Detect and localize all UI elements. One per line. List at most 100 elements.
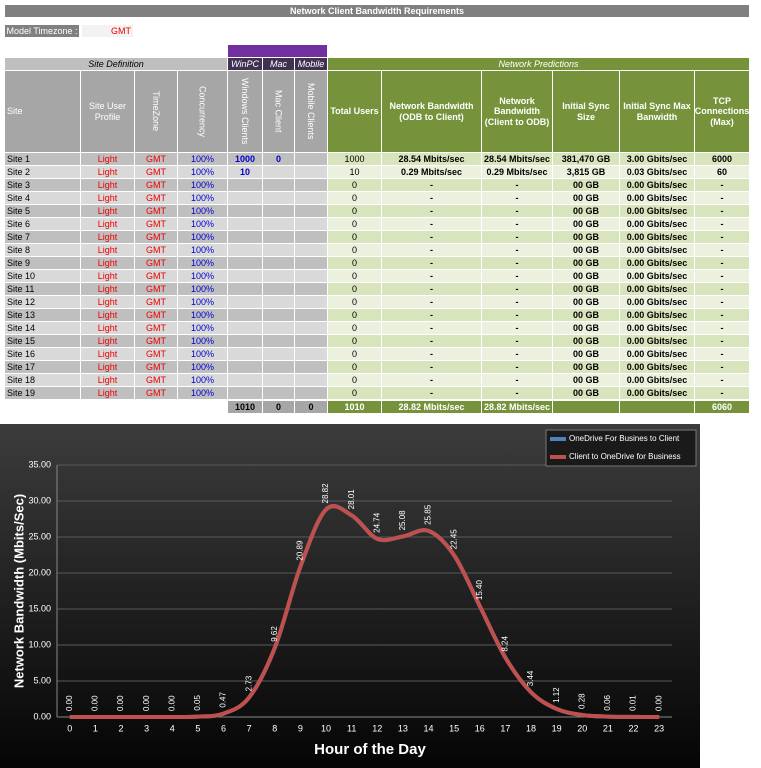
table-cell: 00 GB [553, 231, 620, 244]
table-cell: Site 17 [5, 361, 81, 374]
table-cell: - [482, 374, 553, 387]
table-cell: - [695, 205, 750, 218]
table-cell: 00 GB [553, 374, 620, 387]
total-cell [135, 401, 178, 414]
table-cell: - [482, 387, 553, 400]
table-cell: 100% [178, 257, 228, 270]
table-cell: 0 [328, 335, 382, 348]
table-cell [295, 166, 328, 179]
table-cell: GMT [135, 192, 178, 205]
data-label: 3.44 [526, 670, 535, 686]
table-cell: Site 5 [5, 205, 81, 218]
table-cell: - [482, 348, 553, 361]
table-cell [295, 361, 328, 374]
x-tick-label: 17 [500, 723, 510, 733]
table-cell: GMT [135, 257, 178, 270]
column-header: Network Bandwidth (Client to ODB) [482, 71, 553, 153]
data-label: 28.82 [321, 483, 330, 504]
data-label: 25.08 [398, 510, 407, 531]
table-cell: 100% [178, 218, 228, 231]
table-cell [295, 205, 328, 218]
x-tick-label: 7 [247, 723, 252, 733]
table-cell: 0 [328, 192, 382, 205]
table-cell: - [382, 296, 482, 309]
table-cell: Site 15 [5, 335, 81, 348]
table-cell: Site 2 [5, 166, 81, 179]
table-cell: GMT [135, 387, 178, 400]
data-label: 15.40 [475, 580, 484, 601]
column-header: TimeZone [135, 71, 178, 153]
table-cell: - [695, 244, 750, 257]
table-cell: GMT [135, 179, 178, 192]
table-cell: - [695, 374, 750, 387]
table-cell [228, 244, 263, 257]
table-cell: 0.00 Gbits/sec [620, 283, 695, 296]
table-cell: 0.00 Gbits/sec [620, 257, 695, 270]
table-cell: Light [81, 387, 135, 400]
table-cell: 00 GB [553, 257, 620, 270]
table-cell: - [382, 244, 482, 257]
table-cell [263, 348, 295, 361]
table-cell: 100% [178, 205, 228, 218]
table-cell: Light [81, 322, 135, 335]
table-cell: - [482, 205, 553, 218]
table-cell: 3.00 Gbits/sec [620, 153, 695, 166]
table-cell: 00 GB [553, 387, 620, 400]
table-cell [263, 231, 295, 244]
table-cell: 100% [178, 374, 228, 387]
table-cell: 28.54 Mbits/sec [482, 153, 553, 166]
table-cell [295, 387, 328, 400]
table-cell [263, 257, 295, 270]
table-cell [263, 205, 295, 218]
table-cell: 0.00 Gbits/sec [620, 296, 695, 309]
table-cell: 6000 [695, 153, 750, 166]
group-header: Mobile [295, 58, 328, 71]
table-cell [295, 283, 328, 296]
x-axis-title: Hour of the Day [314, 741, 426, 758]
data-label: 0.00 [91, 695, 100, 711]
data-label: 0.28 [577, 693, 586, 709]
table-cell: Site 7 [5, 231, 81, 244]
table-cell [295, 153, 328, 166]
table-cell [228, 361, 263, 374]
data-label: 24.74 [372, 512, 381, 533]
table-cell: - [695, 257, 750, 270]
total-cell [178, 401, 228, 414]
table-cell [228, 257, 263, 270]
table-cell: Site 9 [5, 257, 81, 270]
table-cell [263, 270, 295, 283]
timezone-value[interactable]: GMT [82, 25, 134, 38]
legend-box [545, 429, 697, 467]
table-cell: - [695, 387, 750, 400]
table-cell: Light [81, 270, 135, 283]
table-cell: 00 GB [553, 361, 620, 374]
data-label: 1.12 [552, 687, 561, 703]
table-cell: 0 [328, 296, 382, 309]
total-cell [553, 401, 620, 414]
table-cell [295, 218, 328, 231]
table-cell: 100% [178, 244, 228, 257]
table-cell [295, 309, 328, 322]
table-cell: 0 [328, 322, 382, 335]
table-cell: 0.29 Mbits/sec [382, 166, 482, 179]
data-label: 2.73 [244, 675, 253, 691]
table-cell [263, 335, 295, 348]
table-cell: GMT [135, 309, 178, 322]
x-tick-label: 6 [221, 723, 226, 733]
total-cell: 6060 [695, 401, 750, 414]
table-cell: - [482, 257, 553, 270]
table-cell: 0.00 Gbits/sec [620, 231, 695, 244]
table-cell: 0 [328, 205, 382, 218]
table-cell: - [482, 309, 553, 322]
table-cell: 0.00 Gbits/sec [620, 270, 695, 283]
table-cell: 100% [178, 322, 228, 335]
table-cell [295, 257, 328, 270]
total-cell [5, 401, 81, 414]
table-cell [228, 309, 263, 322]
table-cell: - [482, 231, 553, 244]
table-cell: 0.00 Gbits/sec [620, 218, 695, 231]
x-tick-label: 10 [321, 723, 331, 733]
data-label: 22.45 [449, 529, 458, 550]
